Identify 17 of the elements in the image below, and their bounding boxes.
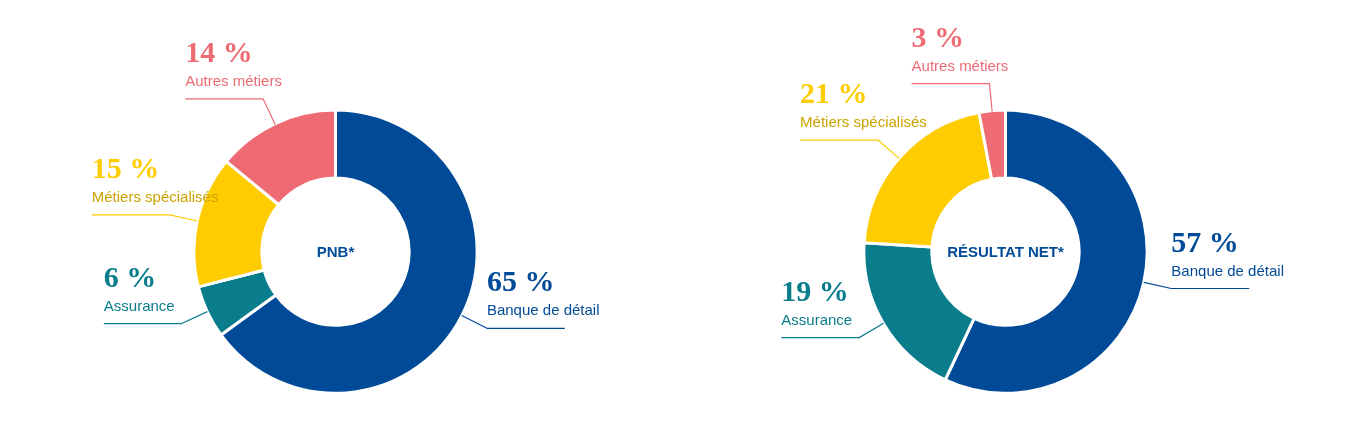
data-label: 14 %: [185, 34, 253, 68]
slice-label: Autres métiers: [185, 72, 282, 90]
text: RÉSULTAT NET*: [947, 243, 1064, 261]
data-label: 3 %: [911, 19, 965, 53]
slice-label: Assurance: [103, 296, 175, 314]
slice-label: Assurance: [781, 310, 853, 328]
slice-label: Autres métiers: [911, 56, 1009, 74]
slice-label: Métiers spécialisés: [800, 113, 927, 131]
text: PNB*: [316, 243, 355, 261]
data-label: 19 %: [781, 273, 849, 307]
slice-label: Banque de détail: [1171, 261, 1284, 279]
data-label: 6 %: [103, 259, 157, 293]
data-label: 57 %: [1171, 224, 1239, 258]
slice-label: Banque de détail: [486, 301, 600, 319]
data-label: 65 %: [486, 264, 555, 298]
data-label: 21 %: [800, 76, 868, 110]
data-label: 15 %: [91, 150, 160, 184]
